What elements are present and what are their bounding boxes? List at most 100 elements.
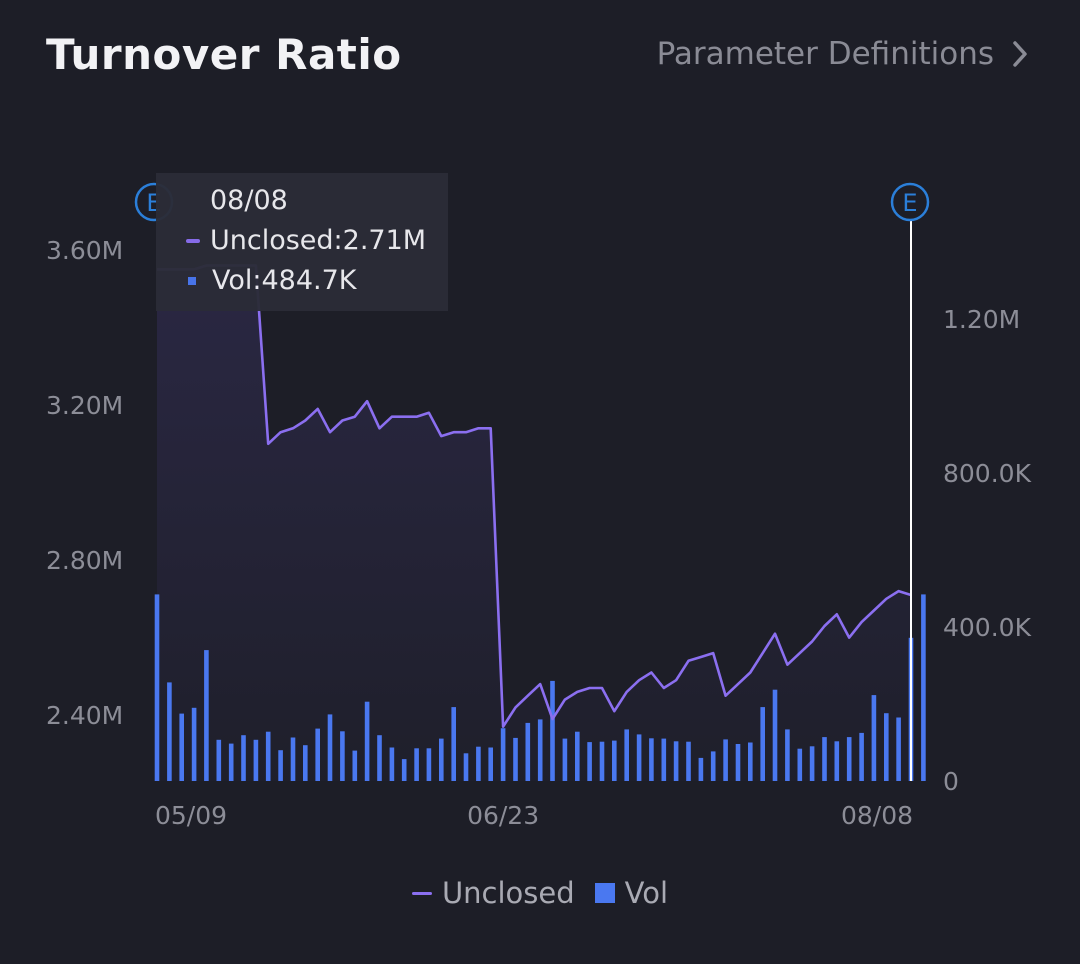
vol-bar xyxy=(834,741,840,781)
vol-bar xyxy=(525,722,531,781)
vol-bar xyxy=(377,735,382,781)
vol-bar xyxy=(859,732,864,781)
vol-bar xyxy=(785,729,790,781)
legend-bar-swatch xyxy=(594,883,615,903)
vol-bar xyxy=(797,748,803,781)
vol-bar xyxy=(562,738,568,781)
tooltip-vol-label: Vol: xyxy=(212,265,262,296)
vol-bar xyxy=(278,750,283,781)
vol-bar xyxy=(290,737,296,781)
legend-unclosed-label: Unclosed xyxy=(441,876,575,910)
vol-bar xyxy=(265,731,271,781)
x-axis-tick: 08/08 xyxy=(841,801,913,830)
x-axis-tick: 06/23 xyxy=(467,801,539,830)
vol-bar xyxy=(389,747,395,781)
right-axis-tick: 0 xyxy=(943,767,959,796)
left-axis-tick: 2.40M xyxy=(46,701,123,730)
x-axis-tick: 05/09 xyxy=(155,801,227,830)
vol-bar xyxy=(439,738,444,781)
vol-bar xyxy=(846,737,852,781)
vol-bar xyxy=(661,738,667,781)
vol-bar xyxy=(921,594,926,781)
vol-bar xyxy=(599,741,605,781)
vol-bar xyxy=(488,747,493,781)
vol-bar xyxy=(414,748,419,781)
parameter-definitions-label: Parameter Definitions xyxy=(656,36,994,72)
vol-bar xyxy=(735,744,741,781)
vol-bar xyxy=(364,701,370,781)
parameter-definitions-link[interactable]: Parameter Definitions xyxy=(657,36,1028,72)
vol-bar xyxy=(698,757,704,781)
vol-bar xyxy=(340,731,345,781)
vol-bar xyxy=(426,748,432,781)
vol-bar xyxy=(315,728,320,781)
vol-bar xyxy=(303,745,308,781)
tooltip-unclosed-row: Unclosed: 2.71M xyxy=(186,225,426,256)
vol-bar xyxy=(154,594,160,781)
earnings-circle xyxy=(890,182,930,222)
tooltip-unclosed-label: Unclosed: xyxy=(210,225,343,256)
line-area-fill xyxy=(157,265,911,781)
right-axis-tick: 400.0K xyxy=(943,613,1032,642)
right-axis-tick: 1.20M xyxy=(943,305,1020,334)
page-title: Turnover Ratio xyxy=(46,30,402,79)
tooltip-vol-value: 484.7K xyxy=(261,265,357,296)
vol-bar xyxy=(649,738,654,781)
left-axis-tick: 3.20M xyxy=(46,391,123,420)
right-axis-tick: 800.0K xyxy=(943,459,1032,488)
vol-bar xyxy=(896,717,901,781)
vol-bar xyxy=(723,739,728,781)
chevron-right-icon xyxy=(1013,41,1027,67)
unclosed-line xyxy=(157,264,912,729)
tooltip-bar-swatch xyxy=(188,276,196,285)
vol-bar xyxy=(686,741,691,781)
vol-bar xyxy=(809,746,815,781)
tooltip-date: 08/08 xyxy=(210,185,288,216)
vol-bar xyxy=(204,650,209,781)
chart-legend: Unclosed Vol xyxy=(0,876,1080,910)
vol-bar xyxy=(710,751,716,781)
vol-bar xyxy=(587,742,592,781)
vol-bar xyxy=(253,739,259,781)
earnings-label: E xyxy=(902,189,917,217)
vol-bar xyxy=(673,741,679,781)
vol-bar xyxy=(167,682,172,781)
vol-bar xyxy=(352,750,358,781)
vol-bar xyxy=(612,740,617,781)
tooltip-unclosed-value: 2.71M xyxy=(342,225,427,256)
earnings-marker-end: E xyxy=(890,182,930,222)
legend-line-swatch xyxy=(411,891,432,895)
vol-bar xyxy=(748,742,753,781)
vol-bar xyxy=(822,737,827,781)
vol-bar xyxy=(476,746,481,781)
vol-bar xyxy=(191,707,197,781)
vol-bar xyxy=(327,714,333,781)
vol-bar xyxy=(624,729,629,781)
vol-bar xyxy=(179,713,184,781)
vol-bar xyxy=(760,707,765,781)
vol-bar xyxy=(884,713,889,781)
vol-bar xyxy=(228,743,234,781)
left-axis-tick: 3.60M xyxy=(46,236,123,265)
tooltip-vol-row: Vol: 484.7K xyxy=(186,265,357,296)
tooltip-line-swatch xyxy=(186,238,200,243)
vol-bar xyxy=(463,753,469,781)
left-axis-tick: 2.80M xyxy=(46,546,123,575)
chart-tooltip: 08/08 Unclosed: 2.71M Vol: 484.7K xyxy=(156,173,448,311)
vol-bar xyxy=(216,739,222,781)
vol-bar xyxy=(500,728,506,781)
vol-bar xyxy=(513,737,518,781)
legend-item-vol[interactable]: Vol xyxy=(594,876,669,910)
vol-bar xyxy=(241,735,246,781)
vol-bar xyxy=(550,680,555,781)
legend-item-unclosed[interactable]: Unclosed xyxy=(411,876,575,910)
vol-bar xyxy=(401,759,407,781)
vol-bar xyxy=(772,689,778,781)
vol-bar xyxy=(575,731,580,781)
vol-bar xyxy=(636,734,642,781)
legend-vol-label: Vol xyxy=(624,876,669,910)
vol-bar xyxy=(537,719,543,781)
vol-bar xyxy=(871,695,877,781)
vol-bar xyxy=(451,707,456,781)
